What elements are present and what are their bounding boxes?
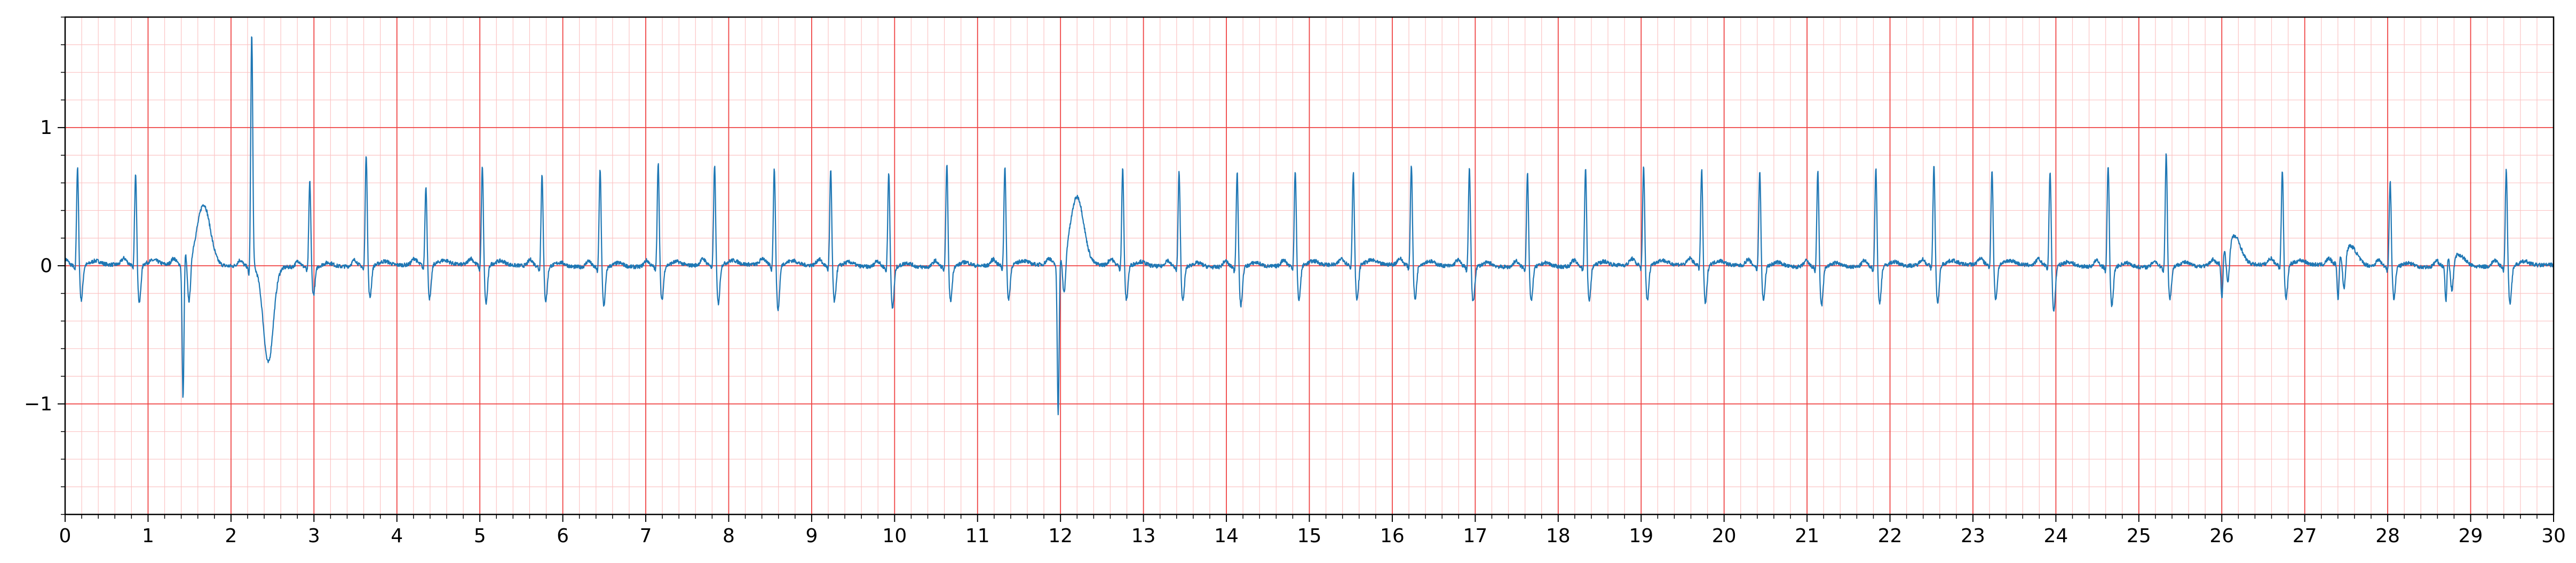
x-tick-label: 22	[1878, 525, 1903, 547]
x-tick-label: 9	[805, 525, 818, 547]
y-tick-label: 0	[40, 255, 52, 277]
y-tick-label: −1	[24, 393, 52, 415]
x-tick-label: 4	[391, 525, 403, 547]
x-tick-label: 19	[1629, 525, 1653, 547]
x-tick-label: 20	[1712, 525, 1737, 547]
x-tick-label: 1	[142, 525, 154, 547]
x-tick-label: 25	[2127, 525, 2151, 547]
x-tick-label: 16	[1380, 525, 1405, 547]
x-tick-label: 12	[1048, 525, 1073, 547]
x-tick-label: 26	[2209, 525, 2234, 547]
x-tick-label: 2	[225, 525, 237, 547]
x-tick-label: 21	[1795, 525, 1819, 547]
x-tick-label: 0	[59, 525, 72, 547]
x-tick-label: 7	[640, 525, 652, 547]
ecg-trace	[64, 36, 2555, 416]
x-tick-label: 30	[2541, 525, 2566, 547]
x-tick-label: 8	[723, 525, 735, 547]
x-tick-label: 13	[1131, 525, 1156, 547]
x-tick-label: 14	[1214, 525, 1239, 547]
x-tick-label: 23	[1961, 525, 1985, 547]
x-tick-label: 6	[557, 525, 569, 547]
x-tick-label: 15	[1297, 525, 1322, 547]
x-tick-label: 28	[2375, 525, 2400, 547]
x-tick-label: 17	[1463, 525, 1487, 547]
x-tick-label: 29	[2459, 525, 2483, 547]
x-tick-label: 10	[882, 525, 907, 547]
x-axis: 0 1 2 3 4 5 6 7 8 9 10 11 12 13 14 15 16 17 18 19 20 21 22 23 24…	[59, 514, 2566, 547]
x-tick-label: 5	[474, 525, 486, 547]
x-tick-label: 3	[308, 525, 320, 547]
y-axis: −1 0 1	[24, 17, 65, 515]
x-tick-label: 11	[965, 525, 990, 547]
x-tick-label: 24	[2043, 525, 2068, 547]
x-tick-label: 27	[2293, 525, 2317, 547]
x-tick-label: 18	[1546, 525, 1571, 547]
y-tick-label: 1	[40, 117, 52, 139]
